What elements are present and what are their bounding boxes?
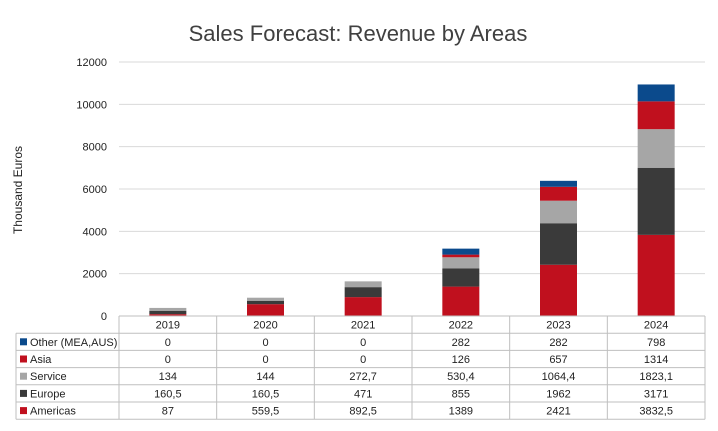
data-table: 2019 2020 2021 2022 2023 2024 Other (MEA,AUS) 0… [15, 315, 706, 420]
legend-swatch [20, 338, 27, 346]
legend-label: Americas [30, 406, 76, 418]
data-label: 2421 [546, 406, 570, 418]
y-axis-label: Thousand Euros [11, 146, 25, 234]
y-tick-label: 12000 [76, 57, 107, 69]
data-label: 160,5 [252, 388, 280, 400]
bar-segment [442, 254, 480, 258]
bar-segment [247, 300, 284, 305]
x-tick-label: 2020 [253, 320, 277, 332]
y-tick-label: 8000 [83, 142, 107, 154]
bar-segment [442, 286, 480, 316]
data-label: 160,5 [154, 388, 182, 400]
chart-title: Sales Forecast: Revenue by Areas [189, 21, 528, 46]
bar-segment [344, 287, 382, 298]
data-label: 3171 [644, 388, 668, 400]
data-label: 798 [647, 337, 665, 349]
bar-segment [637, 129, 675, 168]
bar-segment [442, 248, 480, 255]
data-label: 282 [549, 337, 567, 349]
x-tick-label: 2024 [644, 320, 668, 332]
bar-segment [540, 200, 577, 224]
legend-label: Asia [30, 354, 52, 366]
y-tick-label: 4000 [83, 226, 107, 238]
bar-segment [149, 307, 187, 311]
legend-swatch [20, 355, 27, 363]
bar-segment [637, 167, 675, 235]
data-label: 126 [452, 354, 470, 366]
y-tick-label: 0 [101, 311, 107, 323]
x-tick-label: 2023 [546, 320, 570, 332]
gridlines [119, 61, 705, 275]
data-label: 471 [354, 388, 372, 400]
data-label: 0 [360, 337, 366, 349]
x-tick-label: 2022 [449, 320, 473, 332]
data-label: 134 [159, 371, 177, 383]
data-label: 282 [452, 337, 470, 349]
bar-segment [637, 234, 675, 316]
data-label: 272,7 [349, 371, 377, 383]
y-tick-label: 6000 [83, 184, 107, 196]
bar-segment [540, 180, 577, 187]
bar-segment [637, 101, 675, 130]
bar-segment [247, 304, 284, 316]
data-label: 1823,1 [639, 371, 673, 383]
data-label: 657 [549, 354, 567, 366]
legend-label: Service [30, 371, 67, 383]
bar-segment [442, 257, 480, 269]
y-tick-label: 2000 [83, 269, 107, 281]
legend-swatch [20, 372, 27, 380]
bar-segment [344, 281, 382, 288]
data-label: 530,4 [447, 371, 475, 383]
bar-segment [344, 297, 382, 316]
bar-segment [442, 268, 480, 287]
bar-segment [540, 186, 577, 201]
bar-segment [540, 264, 577, 316]
legend-swatch [20, 389, 27, 397]
data-label: 1314 [644, 354, 668, 366]
data-label: 0 [262, 337, 268, 349]
legend-swatch [20, 407, 27, 415]
data-label: 1962 [546, 388, 570, 400]
x-tick-label: 2021 [351, 320, 375, 332]
data-label: 0 [165, 337, 171, 349]
legend-label: Europe [30, 388, 65, 400]
data-label: 1389 [449, 406, 473, 418]
bar-segment [149, 310, 187, 315]
bar-segment [540, 223, 577, 265]
bar-segment [637, 84, 675, 102]
data-label: 0 [165, 354, 171, 366]
bar-segment [247, 297, 284, 301]
y-tick-label: 10000 [76, 99, 107, 111]
data-label: 87 [162, 406, 174, 418]
bar-segment [149, 314, 187, 316]
data-label: 144 [256, 371, 274, 383]
legend-label: Other (MEA,AUS) [30, 337, 117, 349]
data-label: 892,5 [349, 406, 377, 418]
data-label: 559,5 [252, 406, 280, 418]
x-tick-label: 2019 [156, 320, 180, 332]
data-label: 1064,4 [542, 371, 576, 383]
data-label: 0 [262, 354, 268, 366]
bars [149, 84, 675, 316]
data-label: 0 [360, 354, 366, 366]
data-label: 855 [452, 388, 470, 400]
y-axis-ticks: 0 2000 4000 6000 8000 10000 12000 [76, 57, 107, 323]
data-label: 3832,5 [639, 406, 673, 418]
